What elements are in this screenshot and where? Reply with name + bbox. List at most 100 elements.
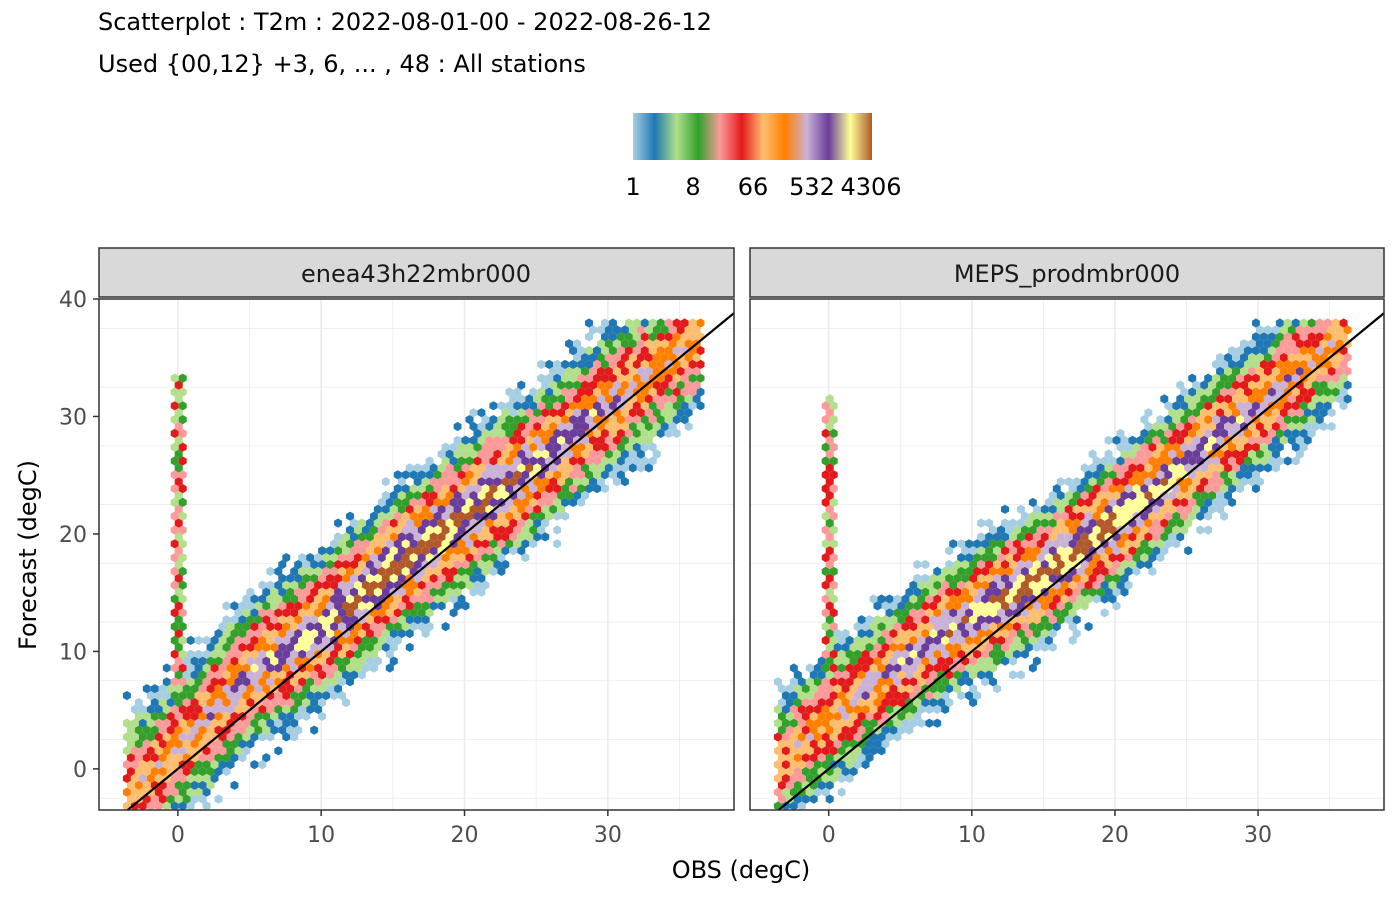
hexbin-cell: [817, 739, 826, 749]
hexbin-cell: [1016, 587, 1025, 597]
hexbin-cell: [841, 739, 850, 749]
hexbin-cell: [825, 504, 834, 514]
hexbin-cell: [1220, 484, 1229, 494]
hexbin-cell: [696, 318, 705, 328]
hexbin-cell: [310, 684, 319, 694]
hexbin-cell: [421, 504, 430, 514]
hexbin-cell: [601, 332, 609, 342]
hexbin-cell: [1108, 497, 1117, 507]
hexbin-cell: [989, 663, 997, 673]
hexbin-cell: [597, 366, 605, 376]
hexbin-cell: [1244, 442, 1252, 452]
hexbin-cell: [821, 608, 830, 618]
hexbin-cell: [250, 649, 259, 659]
hexbin-cell: [373, 615, 382, 625]
hexbin-cell: [1271, 325, 1280, 335]
hexbin-cell: [433, 539, 442, 549]
hexbin-cell: [821, 456, 830, 466]
hexbin-cell: [401, 553, 410, 563]
hexbin-cell: [573, 449, 581, 459]
hexbin-cell: [178, 718, 187, 728]
hexbin-cell: [624, 359, 633, 369]
hexbin-cell: [813, 760, 822, 770]
hexbin-cell: [553, 497, 562, 507]
hexbin-cell: [545, 401, 554, 411]
hexbin-cell: [266, 635, 275, 645]
hexbin-cell: [853, 622, 862, 632]
hexbin-cell: [497, 428, 506, 438]
hexbin-cell: [389, 532, 398, 542]
hexbin-cell: [1208, 408, 1217, 418]
hexbin-cell: [481, 428, 490, 438]
hexbin-cell: [174, 532, 183, 542]
hexbin-cell: [1240, 380, 1248, 390]
hexbin-cell: [1012, 580, 1021, 590]
hexbin-cell: [190, 725, 199, 735]
hexbin-cell: [805, 732, 814, 742]
hexbin-cell: [178, 801, 187, 811]
hexbin-cell: [1192, 504, 1201, 514]
hexbin-cell: [266, 691, 275, 701]
hexbin-cell: [170, 746, 179, 756]
hexbin-cell: [652, 449, 661, 459]
hexbin-cell: [393, 484, 402, 494]
hexbin-cell: [222, 739, 231, 749]
hexbin-cell: [298, 649, 307, 659]
hexbin-cell: [789, 691, 798, 701]
hexbin-cell: [1084, 525, 1093, 535]
hexbin-cell: [246, 739, 255, 749]
x-tick-label: 0: [822, 823, 836, 848]
hexbin-cell: [330, 566, 338, 576]
hexbin-cell: [1220, 497, 1229, 507]
hexbin-cell: [449, 525, 458, 535]
hexbin-cell: [640, 346, 649, 356]
hexbin-cell: [949, 649, 958, 659]
hexbin-cell: [1204, 401, 1213, 411]
hexbin-cell: [877, 663, 886, 673]
hexbin-cell: [640, 415, 649, 425]
hexbin-cell: [1236, 387, 1244, 397]
hexbin-cell: [1096, 463, 1105, 473]
hexbin-cell: [266, 732, 275, 742]
hexbin-cell: [1104, 449, 1113, 459]
hexbin-cell: [593, 373, 601, 383]
hexbin-cell: [194, 677, 203, 687]
hexbin-cell: [981, 663, 989, 673]
hexbin-cell: [1148, 484, 1157, 494]
hexbin-cell: [644, 463, 653, 473]
hexbin-cell: [1156, 525, 1165, 535]
hexbin-cell: [290, 663, 299, 673]
hexbin-cell: [1248, 366, 1256, 376]
hexbin-cell: [533, 421, 542, 432]
hexbin-cell: [553, 525, 562, 535]
hexbin-cell: [150, 711, 159, 721]
hexbin-cell: [1212, 359, 1221, 369]
hexbin-cell: [1116, 428, 1125, 438]
hexbin-cell: [1232, 408, 1240, 418]
hexbin-cell: [521, 415, 530, 425]
hexbin-cell: [861, 663, 870, 673]
hexbin-cell: [174, 546, 183, 556]
hexbin-cell: [553, 359, 562, 369]
hexbin-cell: [493, 463, 502, 473]
hexbin-cell: [1184, 394, 1193, 404]
hexbin-cell: [624, 415, 633, 425]
hexbin-cell: [781, 718, 790, 728]
hexbin-cell: [134, 753, 143, 763]
hexbin-cell: [1005, 594, 1013, 604]
hexbin-cell: [833, 725, 842, 735]
hexbin-cell: [377, 539, 386, 549]
hexbin-cell: [330, 622, 338, 632]
hexbin-cell: [593, 428, 601, 438]
hexbin-cell: [405, 559, 414, 570]
hexbin-cell: [1263, 339, 1272, 349]
hexbin-cell: [648, 401, 657, 411]
hexbin-cell: [581, 463, 589, 473]
hexbin-cell: [821, 580, 830, 590]
hexbin-cell: [929, 615, 938, 625]
hexbin-cell: [238, 670, 247, 680]
hexbin-cell: [461, 601, 470, 611]
hexbin-cell: [573, 490, 581, 501]
hexbin-cell: [238, 697, 247, 708]
hexbin-cell: [1184, 421, 1193, 432]
